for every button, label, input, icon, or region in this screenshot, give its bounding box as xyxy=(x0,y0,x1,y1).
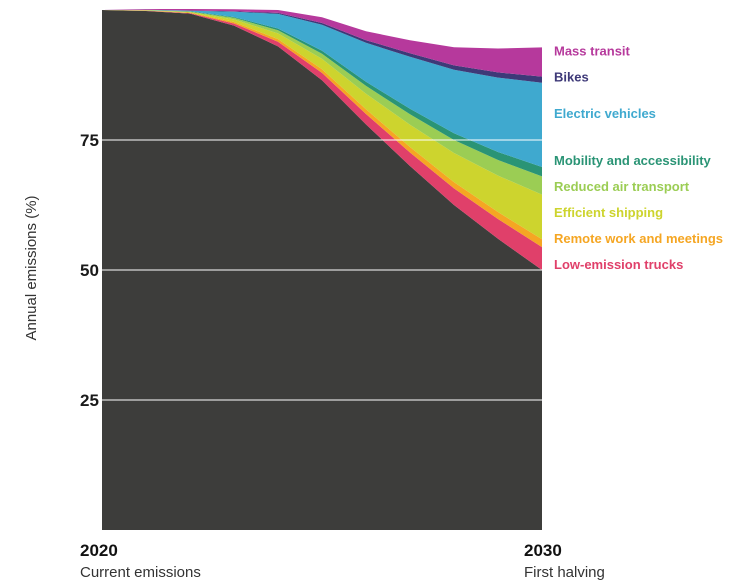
x-start-year: 2020 xyxy=(80,541,118,560)
y-tick-labels: 25 50 75 xyxy=(80,131,99,410)
legend-low-emission-trucks: Low-emission trucks xyxy=(554,257,683,272)
y-axis-label: Annual emissions (%) xyxy=(23,195,40,340)
area-bikes xyxy=(102,9,542,83)
x-end-year: 2030 xyxy=(524,541,562,560)
y-tick-75: 75 xyxy=(80,131,99,150)
legend: Mass transit Bikes Electric vehicles Mobili… xyxy=(554,43,723,272)
area-electric-vehicles xyxy=(102,9,542,168)
area-mass-transit xyxy=(102,9,542,77)
area-mobility-and-accessibility xyxy=(102,9,542,177)
x-start-label: Current emissions xyxy=(80,564,201,581)
x-end-label: First halving xyxy=(524,564,605,581)
legend-mass-transit: Mass transit xyxy=(554,43,631,58)
gridlines xyxy=(102,139,542,401)
y-tick-50: 50 xyxy=(80,261,99,280)
legend-efficient-shipping: Efficient shipping xyxy=(554,205,663,220)
legend-reduced-air-transport: Reduced air transport xyxy=(554,179,690,194)
legend-mobility-and-accessibility: Mobility and accessibility xyxy=(554,153,712,168)
y-tick-25: 25 xyxy=(80,391,99,410)
legend-bikes: Bikes xyxy=(554,69,589,84)
legend-remote-work-and-meetings: Remote work and meetings xyxy=(554,231,723,246)
legend-electric-vehicles: Electric vehicles xyxy=(554,106,656,121)
